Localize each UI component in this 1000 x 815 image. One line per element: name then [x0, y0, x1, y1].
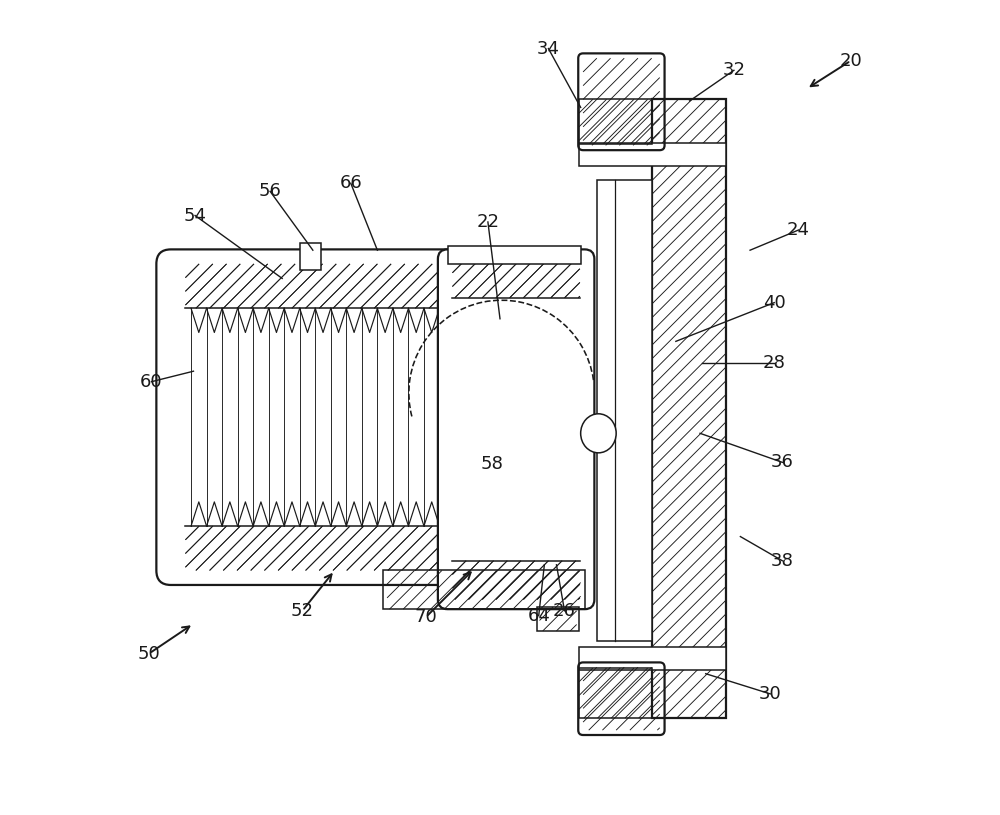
- Text: 70: 70: [414, 608, 437, 626]
- Text: 58: 58: [480, 455, 503, 473]
- Bar: [579, 143, 726, 165]
- Text: 32: 32: [722, 61, 745, 79]
- Text: 54: 54: [184, 206, 207, 224]
- Text: 66: 66: [339, 174, 362, 192]
- Text: 24: 24: [787, 221, 810, 239]
- Text: 56: 56: [259, 183, 282, 200]
- Text: 50: 50: [138, 645, 160, 663]
- Text: 28: 28: [763, 355, 786, 372]
- Bar: [448, 246, 581, 264]
- Bar: [597, 180, 652, 641]
- Text: 60: 60: [140, 372, 163, 390]
- Text: 40: 40: [763, 293, 786, 311]
- Ellipse shape: [581, 414, 616, 453]
- Text: 38: 38: [771, 552, 794, 570]
- Text: 64: 64: [527, 606, 550, 624]
- Text: 34: 34: [537, 40, 560, 58]
- Bar: [300, 243, 321, 271]
- Text: 26: 26: [553, 601, 576, 619]
- Bar: [537, 606, 579, 631]
- Text: 20: 20: [840, 51, 862, 69]
- FancyBboxPatch shape: [156, 249, 536, 585]
- Text: 52: 52: [291, 601, 314, 619]
- FancyBboxPatch shape: [438, 249, 594, 609]
- Bar: [579, 99, 652, 143]
- Text: 36: 36: [771, 453, 794, 471]
- Text: 22: 22: [476, 213, 499, 231]
- Bar: [579, 647, 726, 670]
- Bar: [652, 99, 726, 718]
- Text: 30: 30: [759, 685, 782, 703]
- Bar: [579, 668, 652, 718]
- Bar: [383, 570, 585, 609]
